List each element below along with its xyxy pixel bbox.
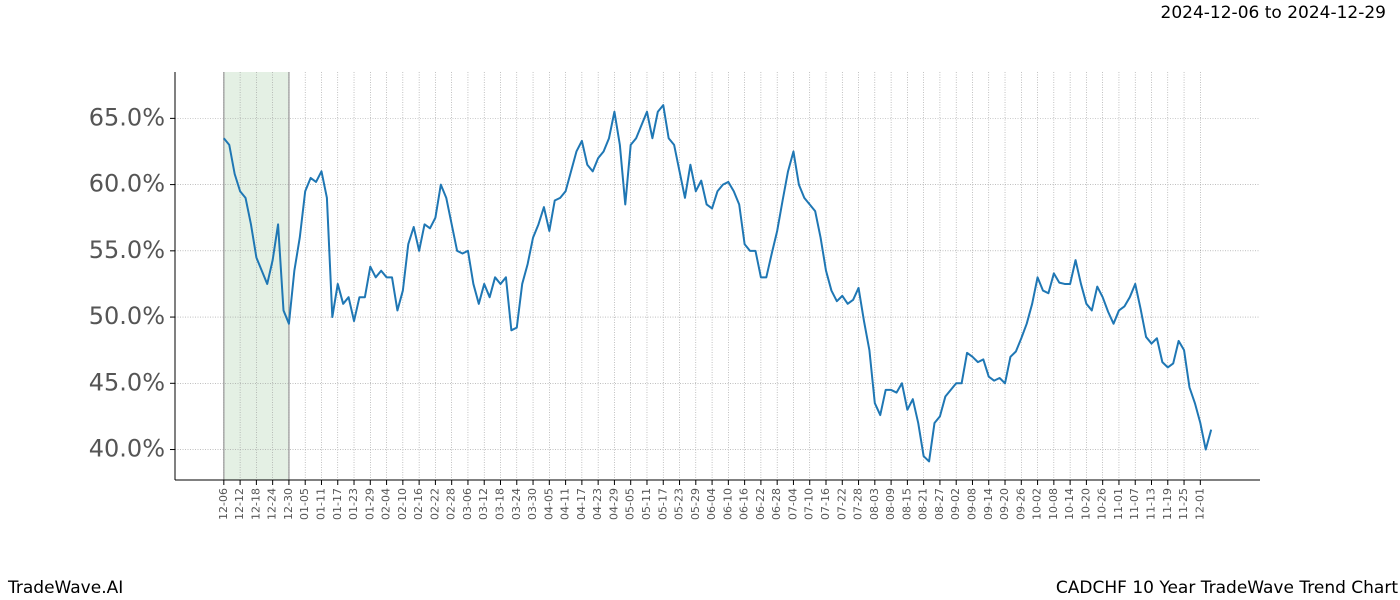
x-tick-label: 07-22 [835,488,848,520]
x-tick-label: 07-10 [803,488,816,520]
x-tick-label: 10-20 [1079,488,1092,520]
x-tick-label: 08-21 [917,488,930,520]
y-tick-label: 65.0% [89,103,165,131]
x-tick-label: 08-09 [884,488,897,520]
x-tick-label: 04-23 [591,488,604,520]
x-tick-label: 01-11 [314,488,327,520]
x-tick-label: 12-24 [266,488,279,520]
x-tick-label: 11-01 [1112,488,1125,520]
x-tick-label: 06-16 [738,488,751,520]
y-tick-label: 50.0% [89,302,165,330]
x-tick-label: 10-26 [1096,488,1109,520]
highlight-span [223,72,289,480]
x-tick-label: 01-29 [363,488,376,520]
x-tick-label: 04-17 [575,488,588,520]
x-tick-label: 01-23 [347,488,360,520]
x-tick-label: 02-10 [396,488,409,520]
x-tick-label: 12-12 [233,488,246,520]
x-tick-label: 08-27 [933,488,946,520]
chart-caption: CADCHF 10 Year TradeWave Trend Chart [1056,578,1398,598]
x-tick-label: 02-16 [412,488,425,520]
x-tick-label: 03-30 [526,488,539,520]
x-tick-label: 10-08 [1047,488,1060,520]
x-tick-label: 12-30 [282,488,295,520]
y-tick-label: 60.0% [89,170,165,198]
x-tick-label: 05-05 [624,488,637,520]
x-tick-label: 04-11 [559,488,572,520]
x-tick-label: 10-02 [1031,488,1044,520]
x-tick-label: 09-08 [965,488,978,520]
y-tick-label: 55.0% [89,236,165,264]
date-range: 2024-12-06 to 2024-12-29 [1161,3,1386,23]
x-tick-label: 09-02 [949,488,962,520]
x-tick-label: 11-07 [1128,488,1141,520]
x-tick-label: 02-28 [445,488,458,520]
x-tick-label: 08-15 [900,488,913,520]
x-tick-label: 05-11 [640,488,653,520]
x-tick-label: 11-25 [1177,488,1190,520]
x-tick-label: 07-16 [819,488,832,520]
x-tick-label: 01-17 [331,488,344,520]
x-tick-label: 09-14 [982,488,995,520]
x-tick-label: 04-29 [607,488,620,520]
x-tick-label: 03-06 [461,488,474,520]
x-tick-label: 07-28 [852,488,865,520]
x-tick-label: 01-05 [298,488,311,520]
x-tick-label: 06-04 [705,488,718,520]
x-tick-label: 12-01 [1193,488,1206,520]
x-tick-label: 03-18 [494,488,507,520]
x-tick-label: 06-28 [770,488,783,520]
x-tick-label: 06-10 [721,488,734,520]
x-tick-label: 05-23 [673,488,686,520]
y-tick-label: 45.0% [89,368,165,396]
x-tick-label: 02-04 [380,488,393,520]
x-tick-label: 08-03 [868,488,881,520]
x-tick-label: 05-29 [689,488,702,520]
x-tick-label: 03-24 [510,488,523,520]
x-tick-label: 12-06 [217,488,230,520]
y-tick-label: 40.0% [89,435,165,463]
x-tick-label: 10-14 [1063,488,1076,520]
x-tick-label: 09-26 [1014,488,1027,520]
x-tick-label: 11-19 [1161,488,1174,520]
trend-line [223,104,1213,463]
x-tick-label: 07-04 [786,488,799,520]
x-tick-label: 04-05 [542,488,555,520]
x-tick-label: 12-18 [249,488,262,520]
x-tick-label: 03-12 [477,488,490,520]
x-tick-label: 05-17 [656,488,669,520]
x-tick-label: 06-22 [754,488,767,520]
x-tick-label: 11-13 [1145,488,1158,520]
x-tick-label: 02-22 [428,488,441,520]
brand: TradeWave.AI [7,578,123,598]
x-tick-label: 09-20 [998,488,1011,520]
